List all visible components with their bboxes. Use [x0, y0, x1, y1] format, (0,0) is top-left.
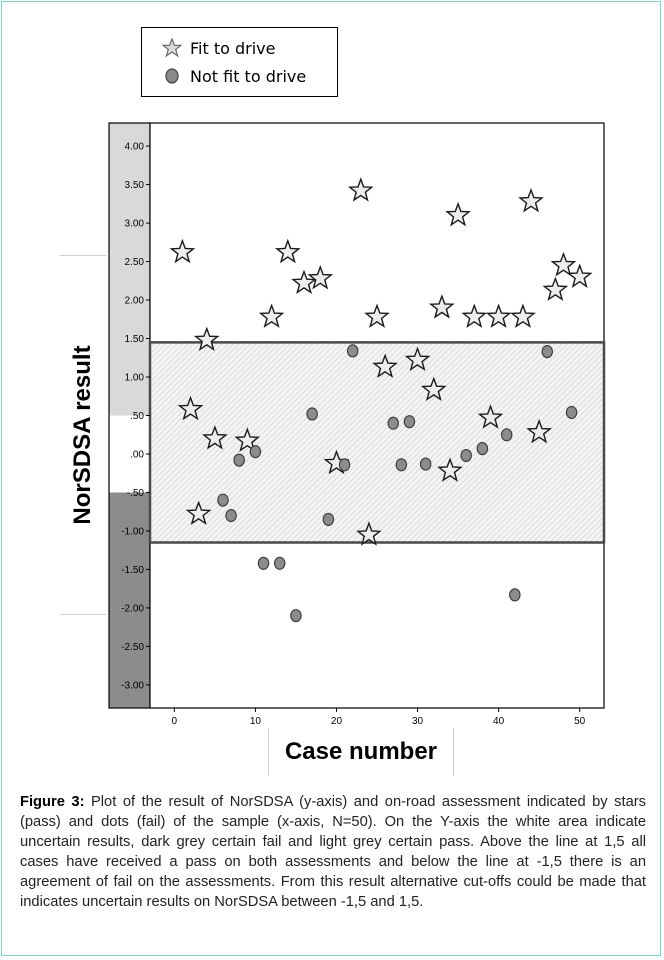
legend-item-not-fit: Not fit to drive	[162, 66, 306, 86]
not-fit-to-drive-point	[306, 407, 318, 421]
fit-to-drive-point	[485, 303, 512, 328]
y-tick-label: .50	[130, 411, 144, 422]
not-fit-to-drive-point	[290, 609, 302, 623]
y-band-0	[109, 492, 150, 708]
fit-to-drive-point	[477, 404, 504, 429]
legend-label-not-fit: Not fit to drive	[190, 66, 307, 86]
axes: 4.00 3.50 3.00 2.50 2.00 1.50 1.00 .50 .00 -.50 -1…	[121, 142, 585, 727]
fit-to-drive-point	[428, 294, 455, 319]
fit-to-drive-point	[307, 265, 334, 290]
legend-label-fit: Fit to drive	[190, 38, 276, 58]
not-fit-to-drive-point	[338, 458, 351, 472]
fit-to-drive-point	[347, 177, 374, 202]
fit-to-drive-point	[550, 251, 577, 277]
y-tick-label: -2.00	[121, 603, 144, 614]
y-tick-label: -1.00	[121, 526, 144, 537]
fit-to-drive-point	[445, 201, 471, 227]
not-fit-to-drive-point	[225, 509, 237, 523]
caption-text: Plot of the result of NorSDSA (y-axis) a…	[20, 794, 646, 910]
x-tick-label: 0	[172, 716, 178, 727]
dot-icon	[165, 68, 179, 84]
data-points	[169, 177, 593, 623]
fit-to-drive-point	[566, 263, 593, 288]
fit-to-drive-point	[526, 418, 553, 444]
y-tick-label: 3.00	[125, 219, 145, 230]
y-tick-label: -2.50	[121, 642, 144, 653]
fit-to-drive-point	[420, 376, 447, 402]
fit-to-drive-point	[177, 395, 204, 421]
x-tick-label: 10	[250, 716, 262, 727]
y-tick-label: 3.50	[125, 180, 145, 191]
y-tick-label: .00	[130, 449, 144, 460]
fit-to-drive-point	[542, 276, 569, 301]
not-fit-to-drive-point	[249, 445, 262, 459]
y-tick-label: -.50	[127, 488, 145, 499]
fit-to-drive-point	[274, 238, 301, 264]
fit-to-drive-point	[201, 425, 228, 450]
x-tick-label: 30	[412, 716, 424, 727]
y-axis-band-column	[108, 122, 151, 709]
not-fit-to-drive-point	[403, 415, 416, 429]
fit-to-drive-point	[193, 326, 220, 352]
x-tick-label: 40	[493, 716, 505, 727]
fit-to-drive-point	[518, 188, 544, 213]
y-tick-label: 2.50	[125, 257, 145, 268]
fit-to-drive-point	[364, 303, 390, 328]
fit-to-drive-point	[234, 427, 261, 452]
not-fit-to-drive-point	[565, 405, 578, 419]
y-tick-label: 1.50	[125, 334, 145, 345]
not-fit-to-drive-point	[395, 458, 408, 472]
y-tick-label: 1.00	[125, 373, 145, 384]
plot-area	[148, 122, 606, 709]
x-tick-label: 50	[574, 716, 586, 727]
fit-to-drive-point	[291, 269, 317, 295]
y-tick-label: -3.00	[121, 680, 144, 691]
not-fit-to-drive-point	[273, 556, 286, 570]
y-band-1	[109, 415, 150, 493]
y-tick-label: 4.00	[125, 142, 145, 153]
y-tick-label: 2.00	[125, 296, 145, 307]
y-band-2	[109, 123, 150, 416]
not-fit-to-drive-point	[257, 556, 270, 570]
fit-to-drive-point	[461, 303, 488, 328]
fit-to-drive-point	[356, 521, 382, 546]
not-fit-to-drive-point	[460, 448, 472, 463]
not-fit-to-drive-point	[217, 493, 229, 507]
fit-to-drive-point	[185, 500, 212, 525]
not-fit-to-drive-point	[233, 453, 245, 467]
not-fit-to-drive-point	[322, 512, 335, 526]
not-fit-to-drive-point	[500, 428, 513, 442]
star-icon	[162, 38, 182, 58]
scatter-chart: 4.00 3.50 3.00 2.50 2.00 1.50 1.00 .50 .00 -.50 -1…	[108, 122, 606, 727]
fit-to-drive-point	[258, 303, 285, 328]
not-fit-to-drive-point	[346, 344, 359, 358]
figure-caption: Figure 3: Plot of the result of NorSDSA …	[20, 792, 646, 912]
not-fit-to-drive-point	[419, 457, 432, 471]
y-tick-label: -1.50	[121, 565, 144, 576]
fit-to-drive-point	[404, 346, 431, 372]
fit-to-drive-point	[372, 353, 398, 378]
fit-to-drive-point	[169, 238, 196, 264]
x-tick-label: 20	[331, 716, 343, 727]
y-axis-label: NorSDSA result	[69, 345, 96, 525]
fit-to-drive-point	[510, 303, 536, 328]
not-fit-to-drive-point	[541, 345, 553, 359]
not-fit-to-drive-point	[476, 442, 489, 456]
legend: Fit to drive Not fit to drive	[141, 27, 338, 97]
legend-item-fit: Fit to drive	[162, 38, 275, 58]
caption-label: Figure 3:	[20, 794, 85, 810]
not-fit-to-drive-point	[387, 416, 399, 430]
not-fit-to-drive-point	[509, 588, 521, 602]
uncertain-region	[148, 341, 606, 544]
x-axis-label: Case number	[268, 728, 454, 776]
y-axis-label-box: NorSDSA result	[60, 255, 106, 615]
fit-to-drive-point	[437, 457, 463, 482]
